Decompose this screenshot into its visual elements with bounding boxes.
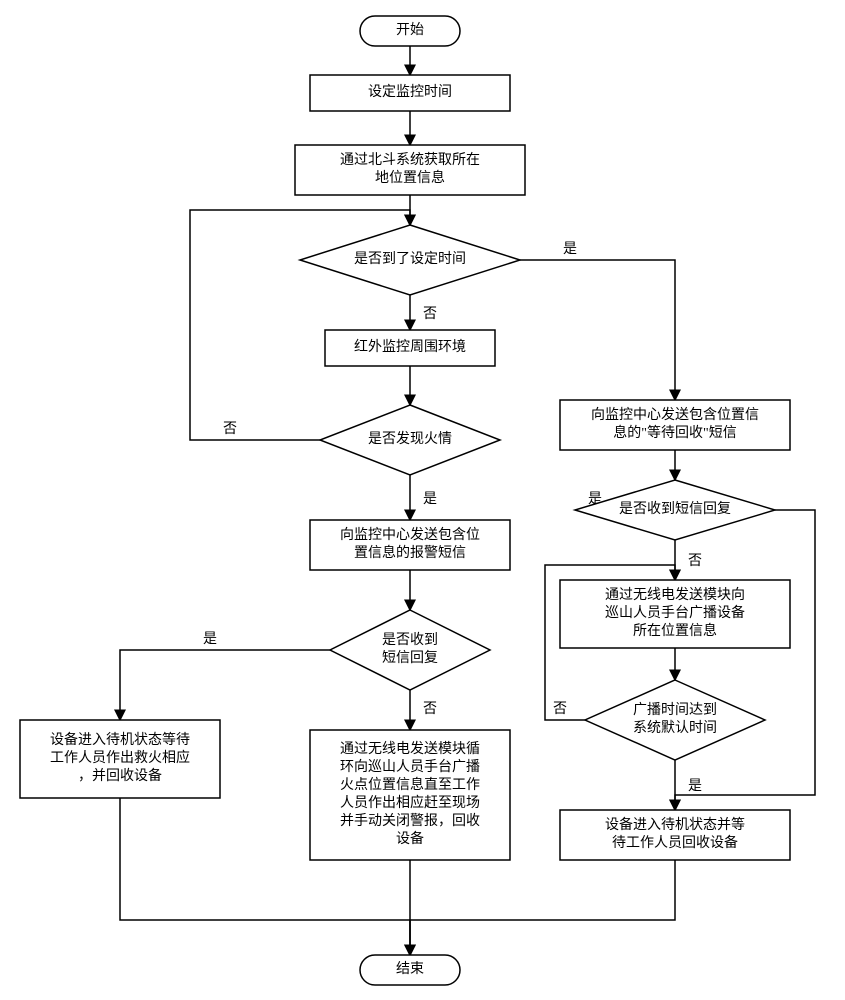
broadcastFire-label: 火点位置信息直至工作 xyxy=(340,776,480,793)
standby1-label: ，并回收设备 xyxy=(78,767,162,784)
d_bcastTime-label: 系统默认时间 xyxy=(633,720,717,736)
end-label: 结束 xyxy=(396,961,424,977)
waitSms-label: 息的"等待回收"短信 xyxy=(613,424,736,441)
edge-label: 否 xyxy=(553,702,567,717)
edge-label: 否 xyxy=(423,307,437,322)
d_reply1-label: 是否收到 xyxy=(382,632,438,648)
broadcastFire-label: 通过无线电发送模块循 xyxy=(340,741,480,757)
d_reply1-node xyxy=(330,610,490,690)
broadcastFire-label: 环向巡山人员手台广播 xyxy=(340,759,480,775)
setTime-label: 设定监控时间 xyxy=(368,84,452,100)
standby2-label: 待工作人员回收设备 xyxy=(612,834,738,851)
edge-label: 是 xyxy=(688,779,702,794)
start-label: 开始 xyxy=(396,22,424,38)
waitSms-label: 向监控中心发送包含位置信 xyxy=(591,407,759,423)
alarmSms-label: 向监控中心发送包含位 xyxy=(340,527,480,543)
getLoc-label: 地位置信息 xyxy=(375,169,445,186)
flow-edge xyxy=(120,650,330,720)
d_reply1-label: 短信回复 xyxy=(382,649,438,666)
edge-label: 是 xyxy=(563,242,577,257)
broadcastLoc-label: 所在位置信息 xyxy=(633,622,717,639)
d_reply2-label: 是否收到短信回复 xyxy=(619,500,731,517)
alarmSms-label: 置信息的报警短信 xyxy=(354,544,466,561)
d_fire-label: 是否发现火情 xyxy=(368,431,452,447)
getLoc-label: 通过北斗系统获取所在 xyxy=(340,152,480,168)
broadcastFire-label: 人员作出相应赶至现场 xyxy=(340,794,480,811)
d_bcastTime-label: 广播时间达到 xyxy=(633,702,717,718)
d_time-label: 是否到了设定时间 xyxy=(354,251,466,267)
edge-label: 否 xyxy=(423,702,437,717)
standby2-label: 设备进入待机状态并等 xyxy=(605,816,745,833)
d_bcastTime-node xyxy=(585,680,765,760)
flow-edge xyxy=(410,860,675,955)
edge-label: 否 xyxy=(223,422,237,437)
infrared-label: 红外监控周围环境 xyxy=(354,339,466,355)
broadcastFire-label: 设备 xyxy=(396,830,424,847)
flow-edge xyxy=(520,260,675,400)
broadcastLoc-label: 通过无线电发送模块向 xyxy=(605,587,745,603)
broadcastLoc-label: 巡山人员手台广播设备 xyxy=(605,604,745,621)
edge-label: 是 xyxy=(203,632,217,647)
standby1-label: 设备进入待机状态等待 xyxy=(50,731,190,748)
flowchart-diagram: 否是否否是是否是否是开始设定监控时间通过北斗系统获取所在地位置信息是否到了设定时… xyxy=(0,0,845,1000)
standby1-label: 工作人员作出救火相应 xyxy=(50,749,190,766)
edge-label: 是 xyxy=(423,492,437,507)
edge-label: 否 xyxy=(688,554,702,569)
broadcastFire-label: 并手动关闭警报，回收 xyxy=(340,813,480,829)
